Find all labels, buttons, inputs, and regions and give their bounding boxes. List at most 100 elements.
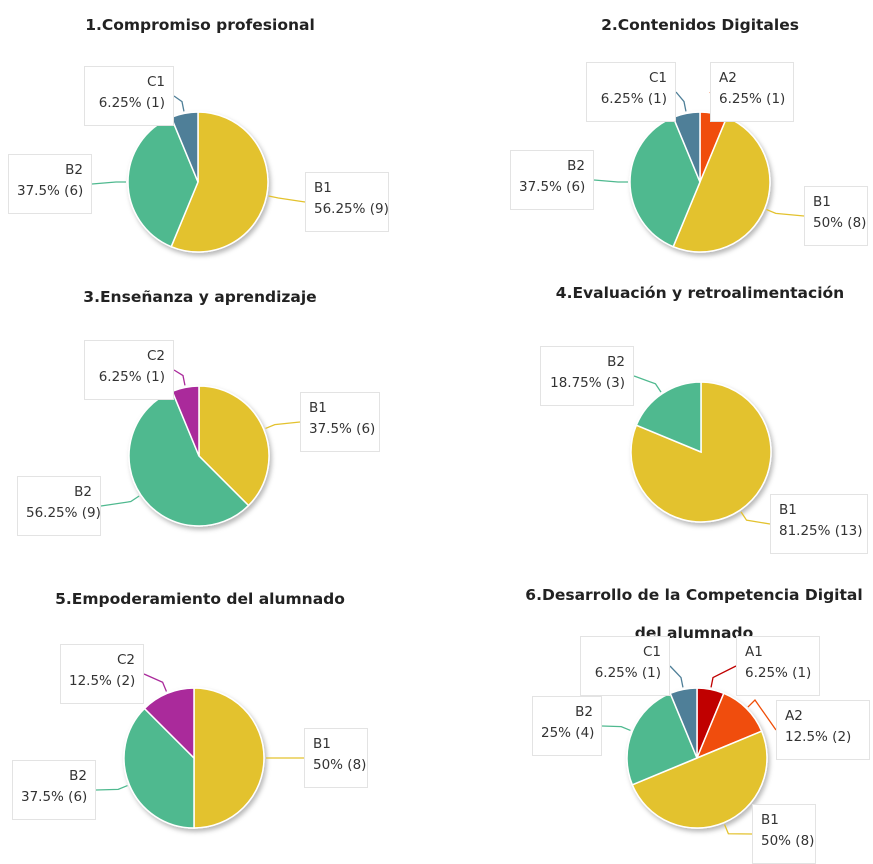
chart-3-leader-b1 <box>265 421 301 430</box>
chart-1-pie <box>127 111 269 253</box>
chart-3-slice-b2 <box>128 390 250 527</box>
slice-category-label: B1 <box>314 180 332 196</box>
chart-1-title: 1.Compromiso profesional <box>85 16 315 34</box>
chart-3-pie <box>128 385 270 527</box>
chart-5-leader-b2 <box>95 784 128 791</box>
chart-4-leader-b2 <box>633 375 662 393</box>
chart-1-slice-b2 <box>127 116 199 248</box>
slice-category-label: A2 <box>785 708 803 724</box>
slice-category-label: B2 <box>74 484 92 500</box>
slice-value-label: 56.25% (9) <box>26 505 101 521</box>
chart-5-slice-b2 <box>123 707 195 829</box>
chart-3-slice-b1 <box>198 385 270 507</box>
slice-category-label: A2 <box>719 70 737 86</box>
slice-category-label: B2 <box>65 162 83 178</box>
slice-category-label: A1 <box>745 644 763 660</box>
chart-6-label-b1: B1 50% (8) <box>752 804 816 864</box>
slice-value-label: 12.5% (2) <box>69 673 136 689</box>
chart-2-label-c1: C1 6.25% (1) <box>586 62 676 122</box>
chart-6-leader-b2 <box>601 725 631 732</box>
slice-value-label: 37.5% (6) <box>519 179 586 195</box>
chart-2-leader-b1 <box>766 208 805 217</box>
chart-5-slice-c2 <box>143 687 195 760</box>
slice-category-label: B2 <box>607 354 625 370</box>
chart-2-leader-b2 <box>593 179 628 183</box>
chart-6-slice-b1 <box>631 730 768 829</box>
chart-2-slice-b1 <box>672 116 771 253</box>
slice-category-label: B1 <box>779 502 797 518</box>
slice-value-label: 25% (4) <box>541 725 595 741</box>
slice-value-label: 6.25% (1) <box>745 665 812 681</box>
slice-value-label: 18.75% (3) <box>550 375 625 391</box>
slice-value-label: 81.25% (13) <box>779 523 863 539</box>
chart-1-leader-b2 <box>91 181 126 185</box>
chart-5-title: 5.Empoderamiento del alumnado <box>55 590 345 608</box>
slice-category-label: B1 <box>813 194 831 210</box>
chart-1-slice-b1 <box>170 111 269 253</box>
chart-4-leader-b1 <box>740 511 771 525</box>
slice-category-label: C1 <box>146 74 165 90</box>
slice-value-label: 12.5% (2) <box>785 729 852 745</box>
chart-1-leader-b1 <box>268 195 306 203</box>
chart-3-label-b1: B1 37.5% (6) <box>300 392 380 452</box>
chart-5-slice-b1 <box>193 687 265 829</box>
chart-6-label-b2: B2 25% (4) <box>532 696 602 756</box>
chart-3-label-b2: B2 56.25% (9) <box>17 476 101 536</box>
slice-category-label: B1 <box>313 736 331 752</box>
slice-category-label: C1 <box>648 70 667 86</box>
chart-3-title: 3.Enseñanza y aprendizaje <box>83 288 317 306</box>
chart-6-leader-a2 <box>747 699 777 731</box>
chart-4-title: 4.Evaluación y retroalimentación <box>555 284 845 302</box>
chart-2-label-b2: B2 37.5% (6) <box>510 150 594 210</box>
chart-2-label-a2: A2 6.25% (1) <box>710 62 794 122</box>
chart-6-slice-c1 <box>669 687 698 759</box>
chart-2-pie <box>629 111 771 253</box>
chart-4-label-b1: B1 81.25% (13) <box>770 494 868 554</box>
chart-3-leader-c2 <box>173 369 186 386</box>
slice-category-label: C2 <box>116 652 135 668</box>
slice-value-label: 6.25% (1) <box>594 665 661 681</box>
slice-value-label: 6.25% (1) <box>98 369 165 385</box>
slice-value-label: 6.25% (1) <box>600 91 667 107</box>
chart-6-pie <box>626 687 768 829</box>
chart-4-pie <box>630 381 772 523</box>
chart-2-slice-b2 <box>629 116 701 248</box>
chart-5-label-b1: B1 50% (8) <box>304 728 368 788</box>
chart-6-label-a2: A2 12.5% (2) <box>776 700 870 760</box>
slice-value-label: 37.5% (6) <box>309 421 376 437</box>
slice-category-label: B1 <box>309 400 327 416</box>
chart-4-label-b2: B2 18.75% (3) <box>540 346 634 406</box>
chart-1-label-b2: B2 37.5% (6) <box>8 154 92 214</box>
chart-6-label-a1: A1 6.25% (1) <box>736 636 820 696</box>
slice-value-label: 50% (8) <box>761 833 815 849</box>
slice-value-label: 37.5% (6) <box>21 789 88 805</box>
slice-category-label: C2 <box>146 348 165 364</box>
chart-1-label-b1: B1 56.25% (9) <box>305 172 389 232</box>
slice-value-label: 6.25% (1) <box>98 95 165 111</box>
chart-6-label-c1: C1 6.25% (1) <box>580 636 670 696</box>
chart-5-label-b2: B2 37.5% (6) <box>12 760 96 820</box>
slice-category-label: B2 <box>575 704 593 720</box>
chart-6-leader-b1 <box>723 824 753 835</box>
slice-value-label: 50% (8) <box>313 757 367 773</box>
chart-2-leader-c1 <box>675 91 687 112</box>
slice-value-label: 6.25% (1) <box>719 91 786 107</box>
chart-3-label-c2: C2 6.25% (1) <box>84 340 174 400</box>
chart-3-leader-b2 <box>100 495 140 507</box>
slice-value-label: 37.5% (6) <box>17 183 84 199</box>
slice-value-label: 50% (8) <box>813 215 867 231</box>
chart-1-leader-c1 <box>173 95 185 112</box>
slice-category-label: C1 <box>642 644 661 660</box>
slice-value-label: 56.25% (9) <box>314 201 389 217</box>
chart-2-title: 2.Contenidos Digitales <box>601 16 799 34</box>
slice-category-label: B2 <box>69 768 87 784</box>
chart-6-leader-c1 <box>669 665 684 688</box>
chart-4-slice-b2 <box>635 381 702 454</box>
chart-2-label-b1: B1 50% (8) <box>804 186 868 246</box>
chart-5-leader-c2 <box>143 673 168 692</box>
slice-category-label: B1 <box>761 812 779 828</box>
slice-category-label: B2 <box>567 158 585 174</box>
chart-5-label-c2: C2 12.5% (2) <box>60 644 144 704</box>
